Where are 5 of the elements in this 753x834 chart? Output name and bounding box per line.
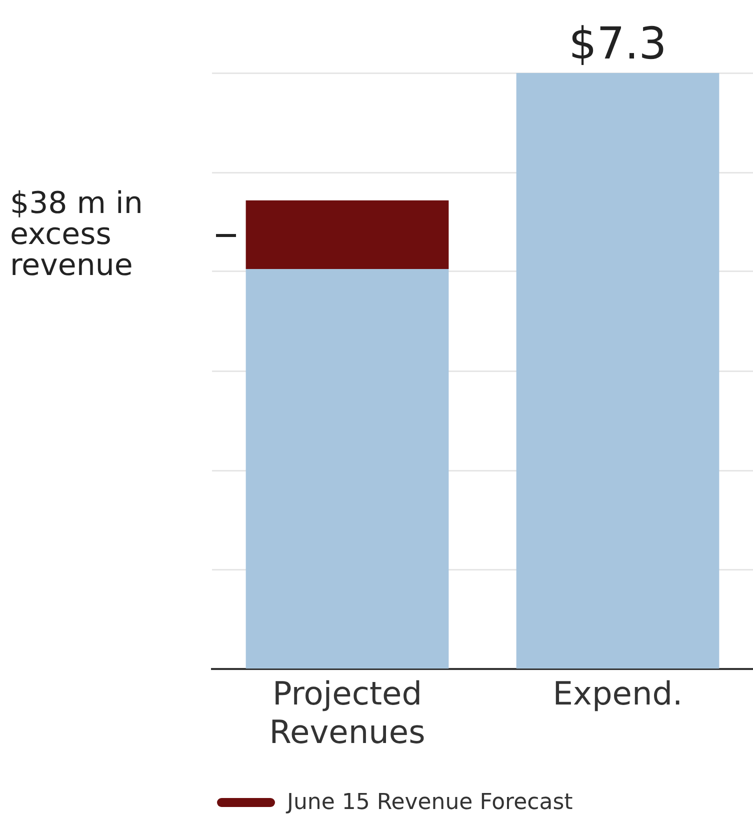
x-tick-label: Projected Revenues	[269, 674, 426, 752]
legend-label: June 15 Revenue Forecast	[287, 790, 573, 815]
text: $38 m in excess revenue	[10, 186, 144, 283]
data-label: $7.3	[568, 18, 667, 70]
x-tick-label: Expend.	[552, 674, 683, 713]
